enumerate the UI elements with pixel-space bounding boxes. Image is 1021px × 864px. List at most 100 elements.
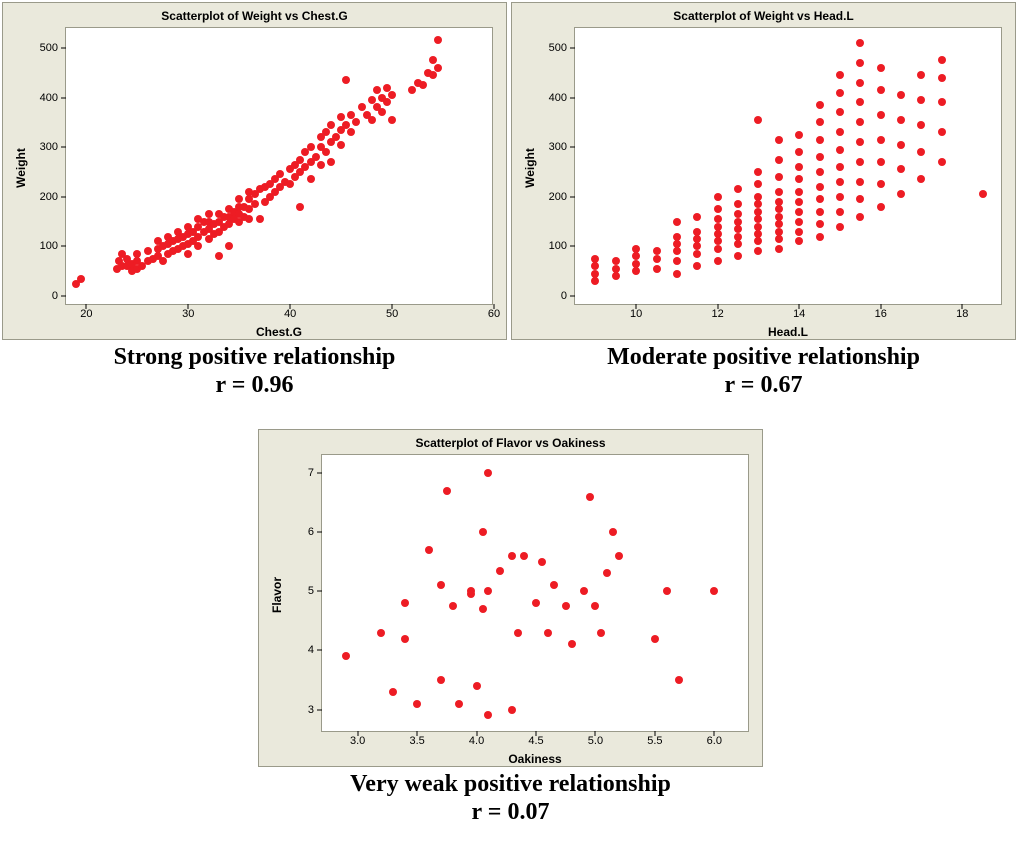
ytick-mark — [570, 47, 575, 48]
data-point — [816, 101, 824, 109]
x-axis-label: Chest.G — [256, 325, 302, 339]
data-point — [897, 91, 905, 99]
caption-headl: Moderate positive relationship r = 0.67 — [511, 344, 1016, 399]
data-point — [401, 599, 409, 607]
chart-panel-chestg: Scatterplot of Weight vs Chest.G 0100200… — [2, 2, 507, 340]
data-point — [673, 233, 681, 241]
data-point — [836, 89, 844, 97]
data-point — [632, 252, 640, 260]
data-point — [754, 208, 762, 216]
ytick-label: 0 — [561, 290, 567, 302]
ytick-mark — [61, 246, 66, 247]
data-point — [917, 96, 925, 104]
xtick-label: 3.5 — [409, 735, 424, 747]
data-point — [795, 198, 803, 206]
ytick-mark — [570, 246, 575, 247]
data-point — [612, 272, 620, 280]
data-point — [368, 116, 376, 124]
data-point — [938, 128, 946, 136]
top-row: Scatterplot of Weight vs Chest.G 0100200… — [0, 0, 1021, 401]
ytick-label: 300 — [549, 141, 567, 153]
data-point — [612, 265, 620, 273]
ytick-mark — [570, 147, 575, 148]
xtick-label: 50 — [386, 308, 398, 320]
xtick-label: 12 — [712, 308, 724, 320]
data-point — [597, 629, 605, 637]
data-point — [734, 210, 742, 218]
data-point — [484, 711, 492, 719]
ytick-mark — [61, 147, 66, 148]
data-point — [693, 250, 701, 258]
chart-panel-oakiness: Scatterplot of Flavor vs Oakiness 345673… — [258, 429, 763, 767]
data-point — [514, 629, 522, 637]
data-point — [877, 158, 885, 166]
data-point — [754, 180, 762, 188]
data-point — [795, 237, 803, 245]
data-point — [437, 581, 445, 589]
data-point — [675, 676, 683, 684]
caption-line2-oakiness: r = 0.07 — [258, 799, 763, 827]
data-point — [479, 605, 487, 613]
ytick-label: 200 — [549, 191, 567, 203]
data-point — [795, 163, 803, 171]
data-point — [938, 56, 946, 64]
data-point — [307, 175, 315, 183]
ytick-mark — [570, 296, 575, 297]
data-point — [816, 220, 824, 228]
data-point — [734, 233, 742, 241]
data-point — [586, 493, 594, 501]
data-point — [347, 128, 355, 136]
data-point — [591, 270, 599, 278]
data-point — [754, 230, 762, 238]
data-point — [378, 108, 386, 116]
data-point — [775, 205, 783, 213]
x-axis-label: Head.L — [768, 325, 808, 339]
data-point — [653, 265, 661, 273]
data-point — [693, 213, 701, 221]
data-point — [856, 195, 864, 203]
data-point — [877, 203, 885, 211]
data-point — [508, 706, 516, 714]
data-point — [673, 270, 681, 278]
data-point — [184, 250, 192, 258]
data-point — [286, 180, 294, 188]
ytick-mark — [61, 196, 66, 197]
ytick-mark — [317, 650, 322, 651]
data-point — [816, 208, 824, 216]
data-point — [508, 552, 516, 560]
data-point — [816, 233, 824, 241]
data-point — [734, 185, 742, 193]
data-point — [496, 567, 504, 575]
data-point — [377, 629, 385, 637]
data-point — [775, 173, 783, 181]
data-point — [836, 108, 844, 116]
data-point — [653, 255, 661, 263]
data-point — [897, 165, 905, 173]
data-point — [714, 245, 722, 253]
caption-line2-chestg: r = 0.96 — [2, 372, 507, 400]
y-axis-label: Flavor — [270, 577, 284, 613]
data-point — [591, 262, 599, 270]
ytick-mark — [317, 472, 322, 473]
data-point — [714, 205, 722, 213]
data-point — [632, 267, 640, 275]
data-point — [256, 215, 264, 223]
data-point — [775, 220, 783, 228]
plot-chestg: 01002003004005002030405060 — [65, 27, 493, 305]
data-point — [754, 168, 762, 176]
data-point — [856, 213, 864, 221]
data-point — [775, 235, 783, 243]
xtick-label: 5.0 — [588, 735, 603, 747]
x-axis-label: Oakiness — [508, 752, 561, 766]
data-point — [877, 180, 885, 188]
bottom-row: Scatterplot of Flavor vs Oakiness 345673… — [0, 429, 1021, 826]
data-point — [775, 198, 783, 206]
data-point — [754, 237, 762, 245]
xtick-label: 40 — [284, 308, 296, 320]
data-point — [917, 121, 925, 129]
ytick-label: 5 — [308, 585, 314, 597]
data-point — [673, 218, 681, 226]
plot-oakiness: 345673.03.54.04.55.05.56.0 — [321, 454, 749, 732]
data-point — [795, 188, 803, 196]
data-point — [434, 36, 442, 44]
